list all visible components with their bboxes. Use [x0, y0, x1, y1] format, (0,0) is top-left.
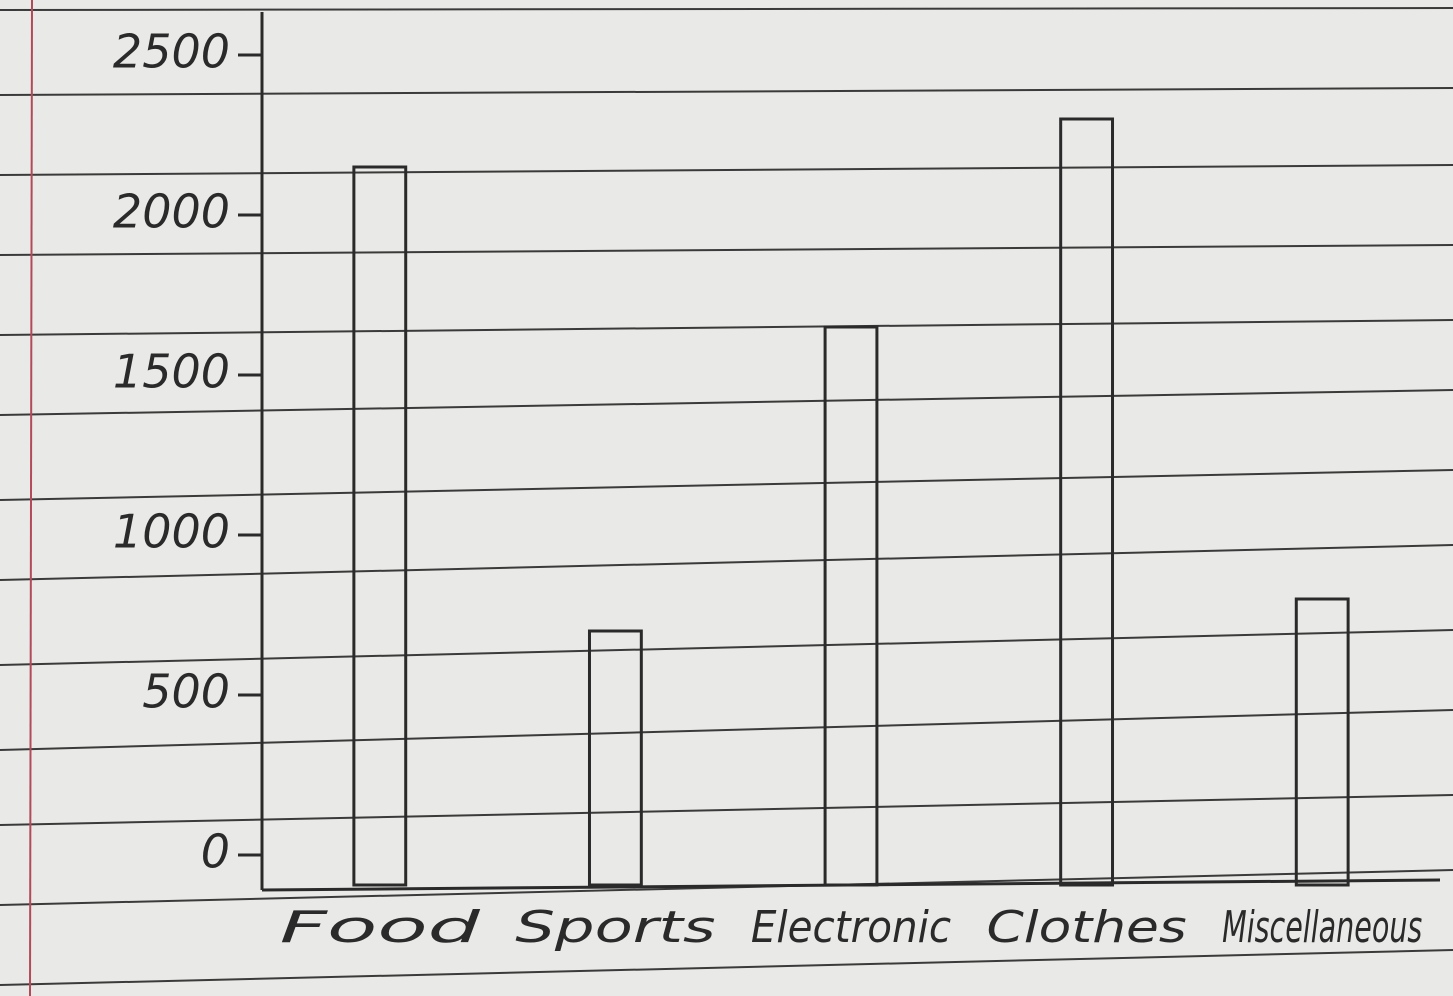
- chart: 0 500 1000 1500 2000 2500 Food Sports Electronic…: [0, 0, 1453, 996]
- x-tick-label: Electronic: [751, 902, 951, 953]
- y-tick-label: 1000: [113, 505, 230, 559]
- y-tick-label: 2000: [113, 185, 230, 239]
- x-tick-label: Sports: [515, 902, 715, 953]
- page: {"chart_data": {"type": "bar", "categori…: [0, 0, 1453, 996]
- x-tick-label: Clothes: [986, 902, 1186, 953]
- x-tick-label: Miscellaneous: [1222, 902, 1422, 953]
- y-tick-label: 2500: [113, 25, 230, 79]
- x-tick-label: Food: [280, 902, 482, 953]
- y-tick-label: 500: [142, 665, 230, 719]
- y-tick-label: 0: [201, 825, 230, 879]
- y-tick-label: 1500: [113, 345, 230, 399]
